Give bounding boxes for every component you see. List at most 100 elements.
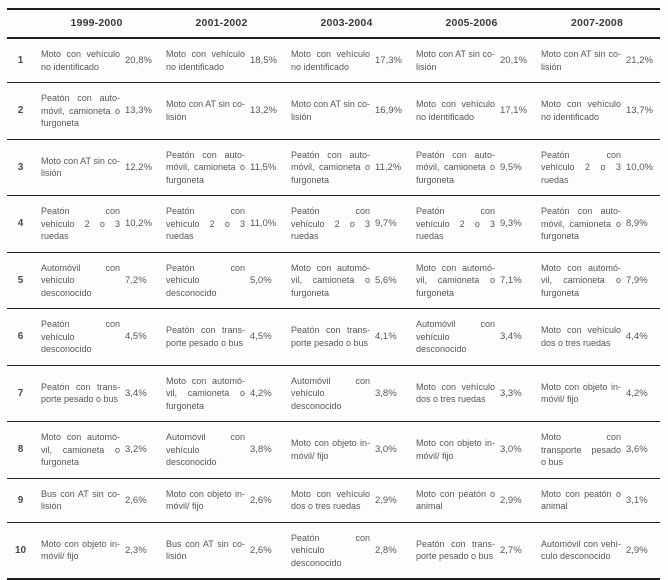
table-cell: Moto con vehículo dos o tres ruedas 3,3% <box>409 364 534 422</box>
accident-type-label: Moto con peatón o animal <box>416 488 495 512</box>
table-cell: Peatón con auto­móvil, camioneta o furgo… <box>34 82 159 139</box>
percentage-value: 4,4% <box>626 331 648 343</box>
accident-type-label: Moto con transporte pesado o bus <box>541 432 621 467</box>
percentage-value: 3,3% <box>500 387 522 399</box>
table-cell: Peatón con auto­móvil, camioneta o furgo… <box>409 138 534 196</box>
table-row: 3 Moto con AT sin co­lisión 12,2% Peatón … <box>7 138 660 196</box>
table-cell: Moto con objeto in­móvil/ fijo 4,2% <box>534 364 660 422</box>
table-row: 6 Peatón con vehículo desconocido 4,5% Pe… <box>7 308 660 365</box>
percentage-value: 17,3% <box>375 55 402 66</box>
percentage-value: 20,1% <box>500 55 527 66</box>
percentage-value: 18,5% <box>250 55 277 66</box>
accident-type-label: Automóvil con vehí­culo desconocido <box>416 319 495 354</box>
accident-type-label: Bus con AT sin co­lisión <box>166 538 245 562</box>
percentage-value: 4,1% <box>375 331 397 343</box>
percentage-value: 2,9% <box>375 494 397 506</box>
table-row: 4 Peatón con vehículo 2 o 3 ruedas 10,2% … <box>7 195 660 252</box>
table-cell: Moto con objeto in­móvil/ fijo 3,0% <box>284 421 409 478</box>
table-cell: Moto con automó­vil, camioneta o furgone… <box>409 251 534 309</box>
accident-type-label: Peatón con auto­móvil, camioneta o furgo… <box>291 149 370 185</box>
accident-type-label: Moto con objeto in­móvil/ fijo <box>416 438 495 461</box>
table-cell: Moto con objeto in­móvil/ fijo 2,6% <box>159 477 284 522</box>
percentage-value: 11,5% <box>250 161 277 173</box>
table-cell: Moto con AT sin co­lisión 21,2% <box>534 38 660 83</box>
accident-type-label: Peatón con auto­móvil, camioneta o furgo… <box>41 93 120 128</box>
percentage-value: 9,7% <box>375 218 397 230</box>
percentage-value: 12,2% <box>125 161 152 173</box>
accident-type-label: Automóvil con vehí­culo desconocido <box>166 432 245 467</box>
percentage-value: 21,2% <box>626 55 653 66</box>
percentage-value: 2,6% <box>125 494 147 506</box>
percentage-value: 4,5% <box>250 331 272 343</box>
table-cell: Moto con vehículo no identificado 20,8% <box>34 38 159 83</box>
table-row: 10 Moto con objeto in­móvil/ fijo 2,3% Bu… <box>7 521 660 579</box>
accident-type-label: Moto con vehículo no identificado <box>416 99 495 122</box>
table-cell: Bus con AT sin co­lisión 2,6% <box>159 521 284 579</box>
column-header-2005-2006: 2005-2006 <box>409 9 534 39</box>
percentage-value: 2,3% <box>125 544 147 556</box>
percentage-value: 2,8% <box>375 544 397 556</box>
accident-type-label: Peatón con trans­porte pesado o bus <box>416 538 495 562</box>
accident-type-label: Moto con AT sin co­lisión <box>541 49 621 72</box>
accident-type-label: Moto con objeto in­móvil/ fijo <box>541 381 621 405</box>
table-cell: Moto con vehículo dos o tres ruedas 4,4% <box>534 308 660 365</box>
accident-type-label: Moto con vehículo no identificado <box>291 49 370 72</box>
table-cell: Moto con AT sin co­lisión 20,1% <box>409 38 534 83</box>
table-cell: Moto con objeto in­móvil/ fijo 2,3% <box>34 521 159 579</box>
accident-type-label: Peatón con vehículo desconocido <box>291 532 370 568</box>
percentage-value: 17,1% <box>500 105 527 117</box>
table-cell: Automóvil con vehí­culo desconocido 3,4% <box>409 308 534 365</box>
column-header-1999-2000: 1999-2000 <box>34 9 159 39</box>
column-header-2001-2002: 2001-2002 <box>159 9 284 39</box>
table-cell: Moto con vehículo no identificado 18,5% <box>159 38 284 83</box>
table-row: 2 Peatón con auto­móvil, camioneta o fur… <box>7 82 660 139</box>
percentage-value: 11,0% <box>250 218 277 230</box>
percentage-value: 3,0% <box>375 444 397 456</box>
rank-number: 3 <box>7 138 34 196</box>
percentage-value: 3,1% <box>626 494 648 506</box>
table-cell: Peatón con vehículo 2 o 3 ruedas 11,0% <box>159 195 284 252</box>
accident-type-label: Peatón con auto­móvil, camioneta o furgo… <box>166 149 245 185</box>
table-row: 1 Moto con vehículo no identificado 20,8%… <box>7 38 660 83</box>
accident-type-label: Moto con automó­vil, camioneta o furgone… <box>541 262 621 298</box>
table-cell: Peatón con trans­porte pesado o bus 3,4% <box>34 364 159 422</box>
percentage-value: 3,4% <box>500 331 522 343</box>
table-cell: Moto con objeto in­móvil/ fijo 3,0% <box>409 421 534 478</box>
accident-type-label: Automóvil con vehí­culo desconocido <box>541 538 621 562</box>
table-cell: Moto con automó­vil, camioneta o furgone… <box>284 251 409 309</box>
rank-number: 7 <box>7 364 34 422</box>
rank-number: 6 <box>7 308 34 365</box>
table-cell: Automóvil con vehí­culo desconocido 7,2% <box>34 251 159 309</box>
percentage-value: 13,2% <box>250 105 277 117</box>
accident-type-label: Peatón con vehículo desconocido <box>166 262 245 298</box>
table-cell: Moto con automó­vil, camioneta o furgone… <box>534 251 660 309</box>
percentage-value: 10,2% <box>125 218 152 230</box>
percentage-value: 9,5% <box>500 161 522 173</box>
column-header-2003-2004: 2003-2004 <box>284 9 409 39</box>
rank-number: 5 <box>7 251 34 309</box>
table-cell: Peatón con auto­móvil, camioneta o furgo… <box>284 138 409 196</box>
percentage-value: 2,6% <box>250 494 272 506</box>
table-cell: Peatón con vehículo 2 o 3 ruedas 10,2% <box>34 195 159 252</box>
accident-type-label: Moto con vehículo no identificado <box>541 99 621 122</box>
table-cell: Peatón con trans­porte pesado o bus 4,5% <box>159 308 284 365</box>
percentage-value: 7,2% <box>125 274 147 286</box>
accident-type-label: Moto con AT sin co­lisión <box>166 99 245 122</box>
table-row: 9 Bus con AT sin co­lisión 2,6% Moto con … <box>7 477 660 522</box>
table-cell: Bus con AT sin co­lisión 2,6% <box>34 477 159 522</box>
accident-type-label: Moto con automó­vil, camioneta o furgone… <box>416 262 495 298</box>
accident-type-label: Bus con AT sin co­lisión <box>41 488 120 512</box>
percentage-value: 16,9% <box>375 105 402 117</box>
accident-type-label: Peatón con vehículo 2 o 3 ruedas <box>166 206 245 241</box>
table-row: 7 Peatón con trans­porte pesado o bus 3,4… <box>7 364 660 422</box>
table-cell: Moto con vehículo no identificado 17,3% <box>284 38 409 83</box>
accident-type-label: Moto con AT sin co­lisión <box>291 99 370 122</box>
table-cell: Moto con vehículo no identificado 17,1% <box>409 82 534 139</box>
accident-type-label: Peatón con trans­porte pesado o bus <box>41 381 120 405</box>
percentage-value: 13,7% <box>626 105 653 117</box>
percentage-value: 3,2% <box>125 444 147 456</box>
accident-type-label: Moto con vehículo dos o tres ruedas <box>416 381 495 405</box>
accident-type-label: Peatón con auto­móvil, camioneta o furgo… <box>416 149 495 185</box>
table-cell: Moto con AT sin co­lisión 12,2% <box>34 138 159 196</box>
